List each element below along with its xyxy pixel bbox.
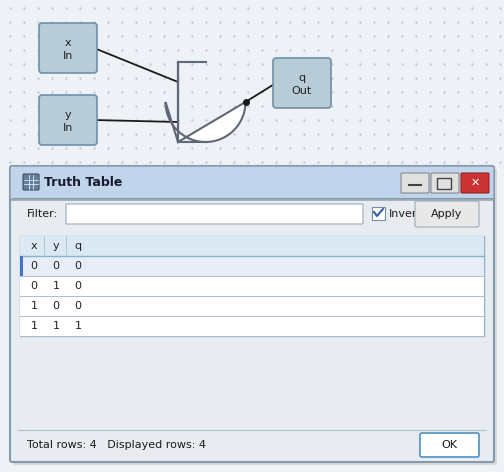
Text: 1: 1: [52, 321, 59, 331]
Bar: [20, 316, 484, 336]
Text: 1: 1: [31, 321, 37, 331]
Text: In: In: [63, 123, 73, 133]
Text: 1: 1: [52, 281, 59, 291]
FancyBboxPatch shape: [13, 169, 497, 465]
Text: x: x: [65, 38, 71, 48]
Text: x: x: [31, 241, 37, 251]
FancyBboxPatch shape: [66, 204, 363, 224]
FancyBboxPatch shape: [431, 173, 459, 193]
Bar: [20, 236, 484, 256]
FancyBboxPatch shape: [273, 58, 331, 108]
Text: q: q: [298, 73, 305, 83]
Text: OK: OK: [442, 440, 458, 450]
Text: Invert: Invert: [389, 209, 422, 219]
Polygon shape: [165, 62, 245, 142]
Text: 1: 1: [75, 321, 82, 331]
FancyBboxPatch shape: [401, 173, 429, 193]
FancyBboxPatch shape: [23, 174, 39, 190]
Text: y: y: [65, 110, 71, 120]
FancyBboxPatch shape: [415, 201, 479, 227]
Text: Filter:: Filter:: [27, 209, 58, 219]
Text: 1: 1: [31, 301, 37, 311]
Bar: [20, 276, 484, 296]
FancyBboxPatch shape: [461, 173, 489, 193]
Bar: [14, 200, 490, 460]
Text: y: y: [53, 241, 59, 251]
Text: 0: 0: [31, 261, 37, 271]
Bar: [437, 178, 451, 189]
Text: q: q: [75, 241, 82, 251]
FancyBboxPatch shape: [39, 95, 97, 145]
Text: In: In: [63, 51, 73, 61]
Bar: [20, 236, 484, 336]
Bar: [372, 207, 385, 220]
Text: 0: 0: [52, 301, 59, 311]
FancyBboxPatch shape: [10, 166, 494, 462]
Text: 0: 0: [75, 281, 82, 291]
Text: Total rows: 4   Displayed rows: 4: Total rows: 4 Displayed rows: 4: [27, 440, 206, 450]
Text: 0: 0: [52, 261, 59, 271]
Text: Apply: Apply: [431, 209, 463, 219]
FancyBboxPatch shape: [420, 433, 479, 457]
Text: ✕: ✕: [470, 178, 480, 188]
Bar: [14, 190, 490, 198]
Text: Out: Out: [292, 86, 312, 96]
Text: 0: 0: [75, 301, 82, 311]
Bar: [20, 256, 484, 276]
Bar: [20, 256, 23, 276]
Text: 0: 0: [31, 281, 37, 291]
Text: Truth Table: Truth Table: [44, 177, 122, 189]
Bar: [20, 296, 484, 316]
Text: 0: 0: [75, 261, 82, 271]
FancyBboxPatch shape: [39, 23, 97, 73]
FancyBboxPatch shape: [10, 166, 494, 200]
